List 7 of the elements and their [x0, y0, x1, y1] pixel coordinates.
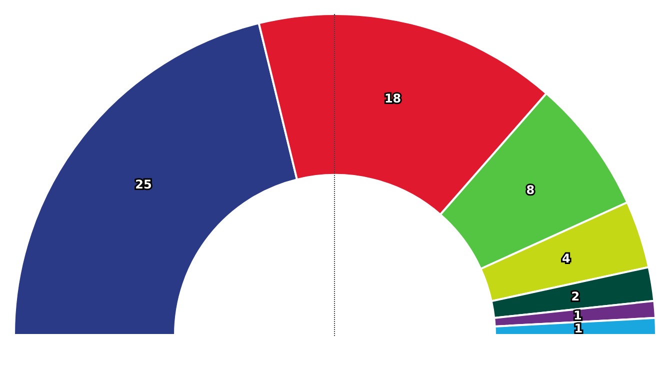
data-label: 25 [135, 178, 152, 192]
data-label: 18 [384, 91, 402, 106]
data-label: 1 [574, 322, 583, 336]
data-label: 2 [571, 289, 580, 304]
data-label: 4 [562, 252, 570, 266]
data-label: 1 [574, 308, 582, 323]
data-label: 8 [526, 182, 535, 197]
